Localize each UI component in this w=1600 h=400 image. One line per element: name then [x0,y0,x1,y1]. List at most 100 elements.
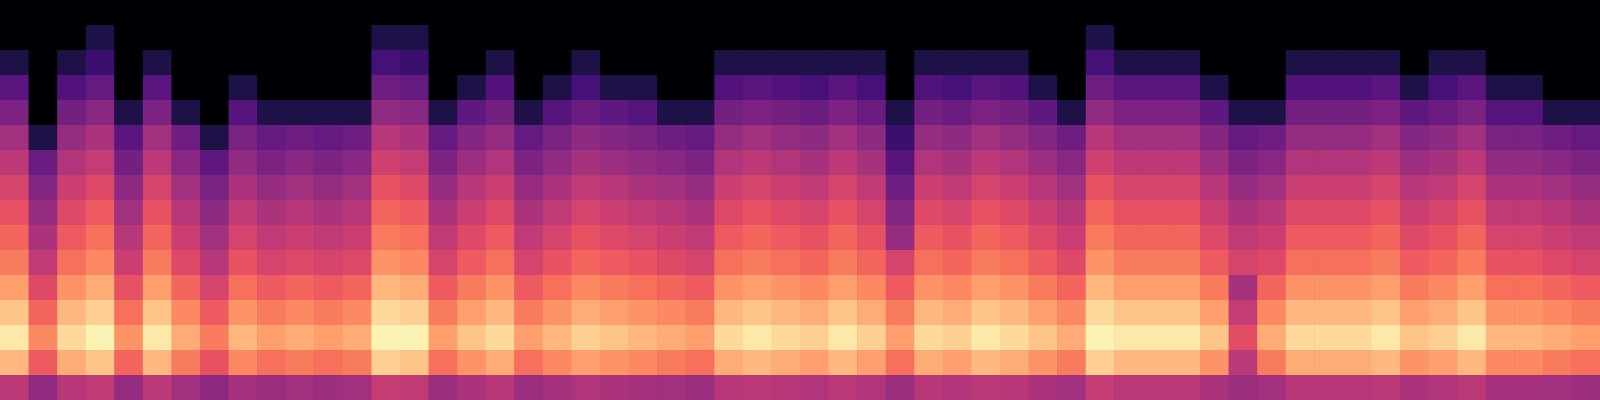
cell [714,275,743,301]
cell [1543,275,1572,301]
cell [1114,50,1143,76]
cell [57,300,86,326]
cell [1143,325,1172,351]
cell [1000,75,1029,101]
cell [857,200,886,226]
cell [1086,125,1115,151]
cell [114,50,143,76]
cell [229,250,258,276]
cell [114,175,143,201]
cell [1543,150,1572,176]
cell [229,275,258,301]
cell [57,125,86,151]
cell [600,325,629,351]
cell [1514,375,1543,400]
cell [29,0,58,26]
cell [886,275,915,301]
cell [429,325,458,351]
cell [29,375,58,400]
cell [257,25,286,51]
cell [29,225,58,251]
cell [543,50,572,76]
cell [1314,200,1343,226]
cell [1086,325,1115,351]
cell [1571,125,1600,151]
cell [1429,300,1458,326]
cell [943,50,972,76]
cell [1571,0,1600,26]
cell [571,100,600,126]
cell [600,100,629,126]
cell [86,350,115,376]
cell [1029,0,1058,26]
cell [257,200,286,226]
cell [1200,200,1229,226]
cell [1171,200,1200,226]
cell [543,200,572,226]
cell [343,125,372,151]
cell [743,75,772,101]
cell [1371,225,1400,251]
cell [971,75,1000,101]
cell [86,75,115,101]
cell [1514,275,1543,301]
cell [257,175,286,201]
cell [1114,175,1143,201]
cell [343,325,372,351]
cell [1171,325,1200,351]
cell [629,200,658,226]
cell [371,25,400,51]
cell [857,150,886,176]
chart [0,0,1600,400]
cell [1143,100,1172,126]
cell [257,150,286,176]
cell [1143,0,1172,26]
cell [343,50,372,76]
cell [857,325,886,351]
cell [543,125,572,151]
cell [257,325,286,351]
cell [1514,125,1543,151]
cell [1171,225,1200,251]
cell [714,150,743,176]
cell [857,50,886,76]
cell [371,75,400,101]
cell [286,150,315,176]
cell [1486,0,1515,26]
cell [571,375,600,400]
cell [686,350,715,376]
cell [200,375,229,400]
cell [1371,175,1400,201]
cell [343,175,372,201]
cell [600,75,629,101]
cell [486,250,515,276]
cell [1114,150,1143,176]
cell [1029,300,1058,326]
cell [1114,200,1143,226]
cell [1114,300,1143,326]
cell [1343,25,1372,51]
cell [400,50,429,76]
cell [1286,375,1315,400]
cell [1086,150,1115,176]
cell [543,175,572,201]
cell [314,175,343,201]
cell [1029,225,1058,251]
cell [771,250,800,276]
cell [1286,25,1315,51]
cell [314,250,343,276]
cell [400,250,429,276]
cell [0,325,29,351]
cell [457,275,486,301]
cell [543,350,572,376]
cell [457,75,486,101]
cell [771,125,800,151]
cell [1086,100,1115,126]
cell [657,175,686,201]
cell [886,75,915,101]
cell [0,100,29,126]
cell [1257,250,1286,276]
cell [1371,300,1400,326]
cell [571,225,600,251]
cell [1514,50,1543,76]
